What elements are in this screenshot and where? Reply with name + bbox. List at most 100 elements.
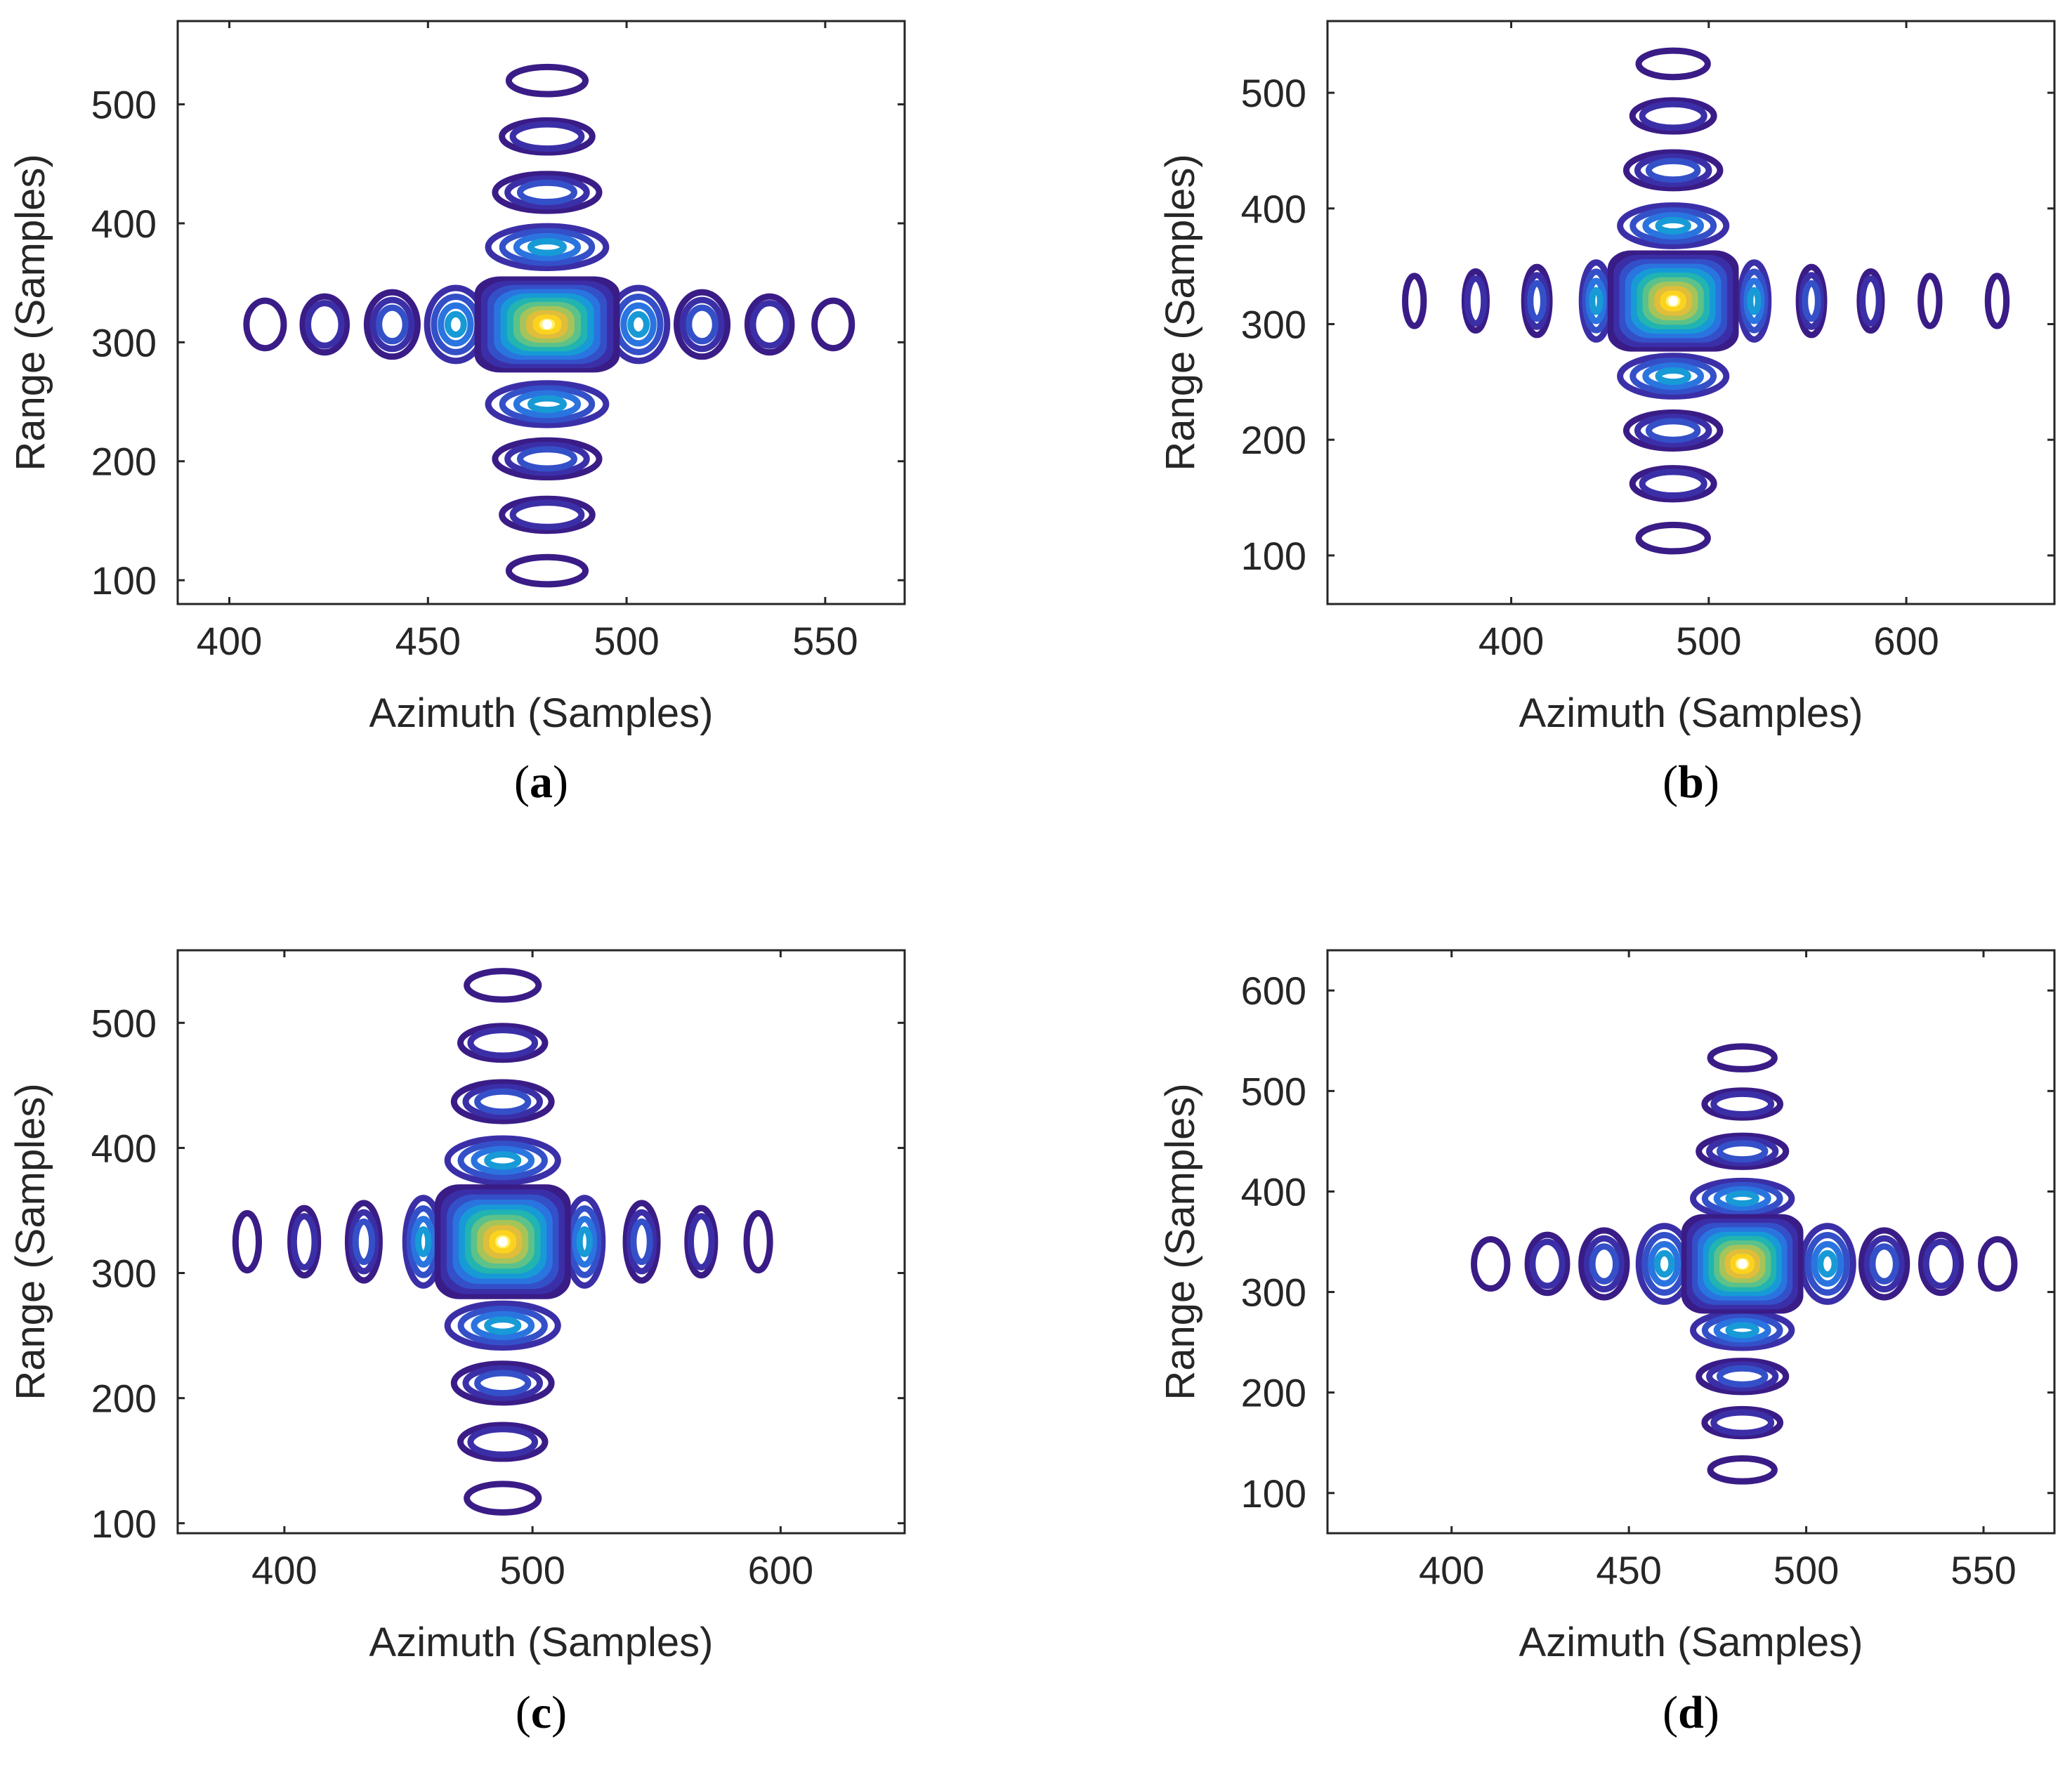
contour-ring: [1713, 1186, 1771, 1211]
panel-c: 400 500 600 100 200 300 400 500 Azimuth (Samples…: [8, 949, 906, 1738]
y-tick-label: 300: [1241, 1271, 1306, 1315]
x-tick-label: 500: [594, 619, 659, 663]
contour-ring: [687, 1213, 715, 1271]
panel-caption: (c): [516, 1687, 567, 1738]
y-tick-label: 300: [1241, 302, 1306, 346]
azimuth-sidelobe: [1471, 1235, 1511, 1292]
contour-ring: [1869, 1243, 1899, 1285]
azimuth-sidelobe: [684, 1205, 719, 1279]
contour-ring: [450, 1360, 555, 1406]
range-sidelobe: [457, 1023, 549, 1063]
contour-ring: [811, 297, 855, 352]
contour-ring: [1696, 1132, 1790, 1170]
contour-ring: [363, 289, 421, 360]
contour-ring: [1716, 1365, 1769, 1388]
range-sidelobe: [492, 437, 603, 481]
azimuth-sidelobe: [1521, 263, 1553, 339]
range-sidelobe: [444, 1300, 561, 1351]
contour-ring: [1863, 1235, 1905, 1293]
contour-ring: [1710, 1090, 1775, 1118]
contour-ring: [1634, 153, 1712, 188]
y-tick-label: 200: [91, 440, 157, 484]
contour-ring: [484, 1150, 522, 1170]
contour-ring: [1725, 1190, 1759, 1207]
contour-plot: [1402, 47, 2010, 555]
contour-ring: [299, 293, 350, 356]
contour-ring: [287, 1205, 322, 1279]
contour-ring: [516, 179, 578, 206]
contour-ring: [467, 1426, 539, 1458]
contour-ring: [516, 446, 578, 472]
y-tick-label: 200: [91, 1377, 157, 1421]
contour-ring: [1471, 1235, 1511, 1292]
contour-ring: [344, 1200, 383, 1284]
range-sidelobe: [1622, 409, 1724, 452]
peak-marker: [1668, 296, 1679, 306]
contour-ring: [505, 553, 589, 588]
y-tick-label: 300: [91, 320, 157, 365]
y-tick-label: 600: [1241, 969, 1306, 1013]
y-tick-label: 200: [1241, 418, 1306, 462]
x-tick-label: 400: [197, 619, 262, 663]
contour-ring: [1725, 1322, 1759, 1339]
azimuth-sidelobe: [1402, 273, 1427, 329]
contour-ring: [1707, 1043, 1778, 1072]
contour-ring: [1589, 287, 1604, 315]
x-axis-title: Azimuth (Samples): [369, 1620, 714, 1665]
contour-ring: [1617, 353, 1730, 400]
x-tick-label: 400: [251, 1548, 317, 1592]
range-sidelobe: [485, 223, 610, 271]
contour-ring: [679, 296, 725, 353]
azimuth-sidelobe: [1984, 273, 2010, 329]
azimuth-sidelobe: [622, 1200, 661, 1284]
contour-plot: [243, 63, 855, 588]
contour-ring: [499, 117, 596, 156]
azimuth-sidelobe: [743, 1209, 773, 1274]
y-tick-label: 400: [1241, 187, 1306, 231]
range-sidelobe: [1635, 47, 1711, 81]
contour-ring: [1804, 1232, 1851, 1296]
azimuth-sidelobe: [674, 289, 731, 360]
axis-frame: [176, 949, 906, 1535]
contour-ring: [348, 1209, 379, 1275]
contour-ring: [492, 171, 603, 214]
contour-ring: [1645, 157, 1701, 183]
azimuth-sidelobe: [243, 297, 287, 352]
contour-ring: [1802, 280, 1821, 322]
contour-ring: [1917, 273, 1943, 329]
contour-ring: [1629, 465, 1717, 503]
y-tick-label: 500: [1241, 1069, 1306, 1113]
contour-ring: [1736, 259, 1772, 343]
contour-ring: [1740, 268, 1769, 334]
contour-ring: [1630, 207, 1717, 244]
y-tick-label: 100: [91, 558, 157, 603]
contour-ring: [1582, 268, 1611, 334]
contour-ring: [457, 1306, 548, 1346]
y-axis-title: Range (Samples): [1158, 1083, 1203, 1400]
contour-ring: [1859, 275, 1882, 327]
range-sidelobe: [457, 1422, 549, 1462]
y-tick-label: 400: [91, 202, 157, 246]
azimuth-sidelobe: [1978, 1235, 2018, 1292]
contour-ring: [1402, 273, 1427, 329]
contour-ring: [527, 238, 567, 256]
contour-ring: [1655, 367, 1691, 386]
contour-ring: [1639, 100, 1707, 131]
y-tick-label: 400: [1241, 1169, 1306, 1214]
contour-ring: [1635, 521, 1711, 555]
range-sidelobe: [492, 171, 603, 214]
range-sidelobe: [1701, 1405, 1784, 1440]
y-tick-label: 400: [91, 1126, 157, 1170]
y-axis-title: Range (Samples): [1158, 154, 1203, 471]
contour-ring: [620, 302, 657, 347]
contour-ring: [444, 1135, 561, 1186]
contour-ring: [492, 437, 603, 481]
contour-ring: [1464, 275, 1488, 327]
contour-ring: [1713, 1318, 1771, 1343]
y-tick-label: 200: [1241, 1371, 1306, 1415]
x-tick-label: 600: [748, 1548, 813, 1592]
contour-ring: [1706, 1136, 1779, 1167]
contour-ring: [1918, 1231, 1964, 1297]
contour-ring: [527, 395, 567, 414]
x-axis-title: Azimuth (Samples): [1519, 1620, 1863, 1665]
